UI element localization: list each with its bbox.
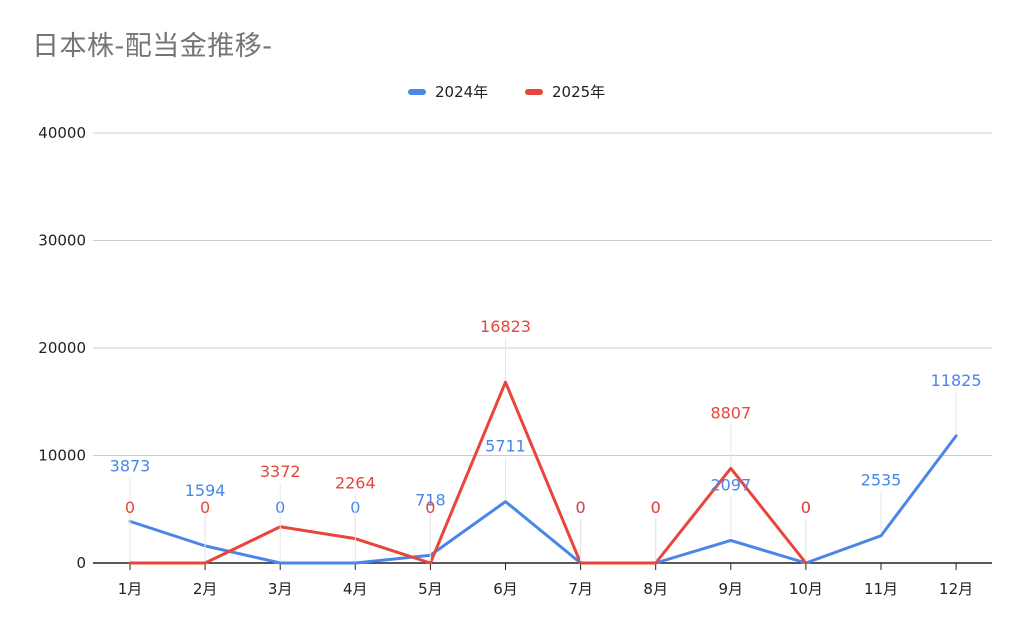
axes: 0 10000 20000 30000 40000 1月 2月 3月 4月 5月 6月 7月 8月 9月 1… <box>38 124 992 598</box>
x-tick-label: 12月 <box>939 580 973 598</box>
data-label: 0 <box>801 498 811 517</box>
y-tick-label: 10000 <box>38 447 86 465</box>
data-label: 2535 <box>861 471 902 490</box>
chart-title: 日本株-配当金推移- <box>32 31 273 62</box>
data-label: 0 <box>576 498 586 517</box>
x-tick-label: 5月 <box>418 580 443 598</box>
x-tick-label: 7月 <box>568 580 593 598</box>
data-label: 0 <box>425 498 435 517</box>
data-label: 0 <box>576 498 586 517</box>
data-label: 3873 <box>110 456 151 475</box>
x-tick-label: 8月 <box>643 580 668 598</box>
data-label: 0 <box>200 498 210 517</box>
legend-label: 2024年 <box>435 83 488 101</box>
legend-label: 2025年 <box>552 83 605 101</box>
x-tick-label: 10月 <box>789 580 823 598</box>
series-line-2 <box>128 380 808 565</box>
data-label: 0 <box>801 498 811 517</box>
y-tick-label: 40000 <box>38 124 86 142</box>
y-tick-label: 30000 <box>38 232 86 250</box>
legend-swatch <box>408 89 426 95</box>
y-tick-label: 20000 <box>38 339 86 357</box>
data-label: 718 <box>415 490 446 509</box>
data-label: 3372 <box>260 462 301 481</box>
x-tick-label: 2月 <box>193 580 218 598</box>
data-label: 8807 <box>710 403 751 422</box>
x-tick-label: 9月 <box>719 580 744 598</box>
x-tick-label: 4月 <box>343 580 368 598</box>
series-lines <box>128 380 958 565</box>
data-label: 2097 <box>710 475 751 494</box>
x-tick-label: 6月 <box>493 580 518 598</box>
x-tick-label: 3月 <box>268 580 293 598</box>
data-label: 0 <box>125 498 135 517</box>
data-label: 16823 <box>480 317 531 336</box>
data-label: 11825 <box>931 371 982 390</box>
x-tick-label: 11月 <box>864 580 898 598</box>
data-label: 0 <box>651 498 661 517</box>
series-line-1 <box>128 434 958 565</box>
legend: 2024年 2025年 <box>408 83 605 101</box>
x-tick-label: 1月 <box>118 580 143 598</box>
data-label: 1594 <box>185 481 226 500</box>
legend-swatch <box>525 89 543 95</box>
y-tick-label: 0 <box>76 554 86 572</box>
data-label: 0 <box>651 498 661 517</box>
data-label: 2264 <box>335 474 376 493</box>
data-label: 5711 <box>485 437 526 456</box>
grid-lines <box>93 132 992 456</box>
